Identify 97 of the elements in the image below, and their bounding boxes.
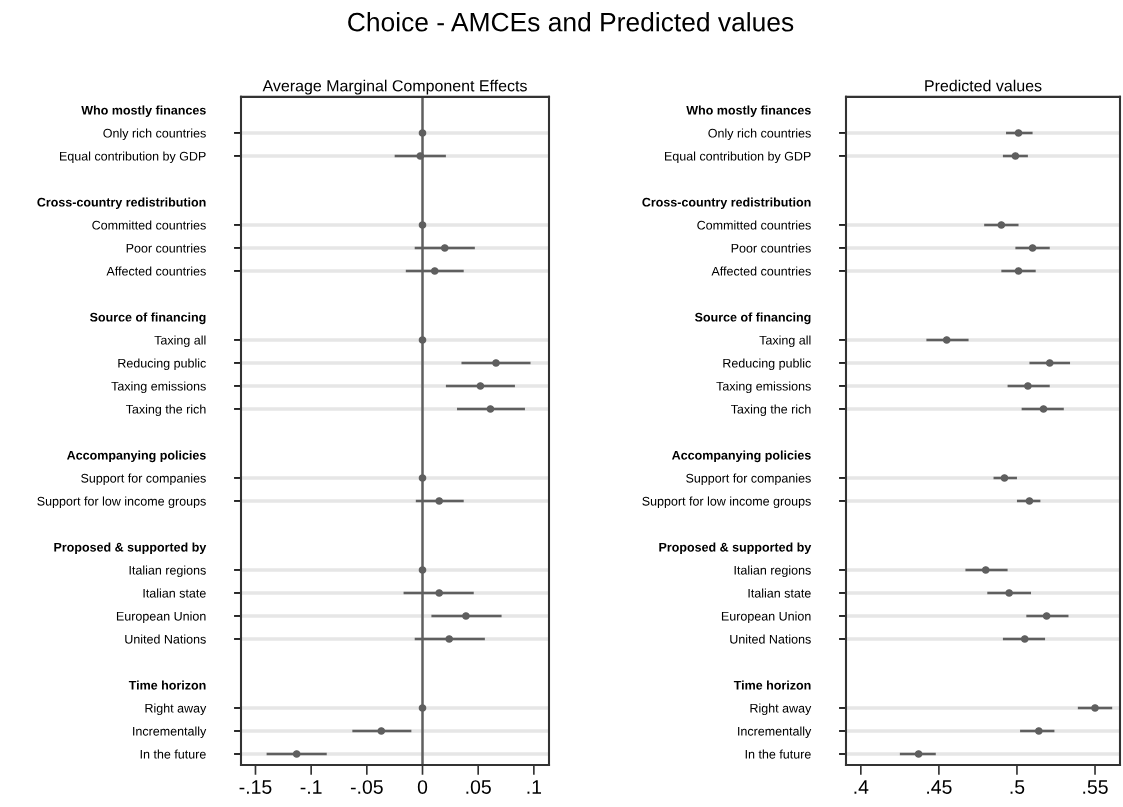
y-tick-label: Taxing all: [154, 335, 206, 348]
y-tick-label: United Nations: [125, 634, 206, 644]
y-tick-label: In the future: [745, 749, 811, 759]
y-tick-label: Support for companies: [81, 473, 206, 486]
point: [418, 221, 427, 229]
y-tick-label: Source of financing: [694, 312, 811, 325]
y-tick-label: Incrementally: [133, 726, 207, 739]
y-tick-label: Italian state: [748, 588, 811, 598]
y-tick-label: Poor countries: [126, 243, 206, 253]
point: [1011, 152, 1020, 160]
point: [1025, 497, 1034, 505]
y-tick-label: Affected countries: [106, 266, 206, 276]
y-tick-label: Committed countries: [697, 220, 811, 230]
point: [1020, 635, 1029, 643]
point: [1091, 704, 1099, 712]
y-tick-label: Proposed & supported by: [54, 542, 207, 555]
y-tick-label: Who mostly finances: [686, 105, 811, 118]
x-tick-label: 0: [417, 780, 428, 794]
y-tick-label: Source of financing: [89, 312, 206, 325]
point: [430, 267, 439, 275]
y-tick-label: Italian state: [143, 588, 206, 598]
point: [914, 750, 923, 758]
y-tick-label: United Nations: [730, 634, 811, 644]
y-tick-label: Support for low income groups: [642, 496, 811, 509]
x-tick-label: .05: [466, 780, 491, 794]
y-tick-label: Taxing emissions: [111, 381, 206, 394]
y-tick-label: Taxing the rich: [730, 404, 811, 417]
y-tick-label: Cross-country redistribution: [37, 197, 206, 210]
point: [435, 497, 444, 505]
y-tick-label: European Union: [721, 611, 811, 624]
y-tick-label: Only rich countries: [103, 128, 206, 141]
point: [1005, 589, 1013, 597]
y-tick-label: Support for low income groups: [37, 496, 206, 509]
x-tick-label: -.1: [300, 780, 322, 794]
point: [416, 152, 425, 160]
y-tick-label: Right away: [750, 703, 812, 716]
point: [1028, 244, 1037, 252]
point: [997, 221, 1006, 229]
point: [1014, 267, 1023, 275]
point: [292, 750, 301, 758]
y-tick-label: Incrementally: [738, 726, 812, 739]
y-tick-label: Taxing all: [759, 335, 811, 348]
y-tick-label: Reducing public: [118, 358, 206, 371]
point: [435, 589, 444, 597]
point: [1042, 612, 1051, 620]
y-tick-label: Right away: [145, 703, 207, 716]
y-tick-label: Accompanying policies: [671, 450, 811, 463]
y-tick-label: Poor countries: [731, 243, 811, 253]
y-tick-label: Proposed & supported by: [659, 542, 812, 555]
chart-title: Predicted values: [925, 79, 1042, 92]
point: [476, 382, 485, 390]
x-tick-label: -.05: [350, 780, 383, 794]
point: [1000, 474, 1009, 482]
y-tick-label: Time horizon: [733, 680, 811, 690]
y-tick-label: Committed countries: [92, 220, 206, 230]
y-tick-label: Accompanying policies: [66, 450, 206, 463]
point: [440, 244, 449, 252]
chart-title: Average Marginal Component Effects: [262, 79, 527, 95]
y-tick-label: Taxing the rich: [125, 404, 206, 417]
point: [1045, 359, 1054, 367]
x-tick-label: .45: [927, 780, 952, 794]
point: [981, 566, 990, 574]
point: [1034, 727, 1043, 735]
y-tick-label: Reducing public: [723, 358, 811, 371]
point: [418, 129, 427, 137]
point: [418, 336, 427, 344]
y-tick-label: Time horizon: [128, 680, 206, 690]
point: [486, 405, 495, 413]
point: [492, 359, 500, 367]
y-tick-label: Support for companies: [686, 473, 811, 486]
point: [1024, 382, 1032, 390]
y-tick-label: In the future: [140, 749, 206, 759]
y-tick-label: Affected countries: [711, 266, 811, 276]
point: [418, 704, 427, 712]
y-tick-label: Who mostly finances: [81, 105, 206, 118]
text: Choice - AMCEs and Predicted values: [348, 12, 794, 32]
point: [942, 336, 951, 344]
point: [462, 612, 470, 620]
point: [377, 727, 386, 735]
x-tick-label: .5: [1010, 780, 1025, 794]
point: [1039, 405, 1048, 413]
point: [418, 474, 427, 482]
y-tick-label: Taxing emissions: [716, 381, 811, 394]
point: [418, 566, 427, 574]
point: [445, 635, 454, 643]
x-tick-label: .1: [527, 780, 542, 794]
x-tick-label: .55: [1083, 780, 1108, 794]
y-tick-label: Cross-country redistribution: [642, 197, 811, 210]
y-tick-label: Italian regions: [734, 565, 811, 578]
y-tick-label: Equal contribution by GDP: [60, 151, 206, 164]
y-tick-label: Italian regions: [129, 565, 206, 578]
x-tick-label: .4: [854, 780, 869, 794]
x-tick-label: -.15: [239, 780, 272, 794]
point: [1014, 129, 1023, 137]
y-tick-label: Only rich countries: [708, 128, 811, 141]
y-tick-label: Equal contribution by GDP: [665, 151, 811, 164]
y-tick-label: European Union: [116, 611, 206, 624]
